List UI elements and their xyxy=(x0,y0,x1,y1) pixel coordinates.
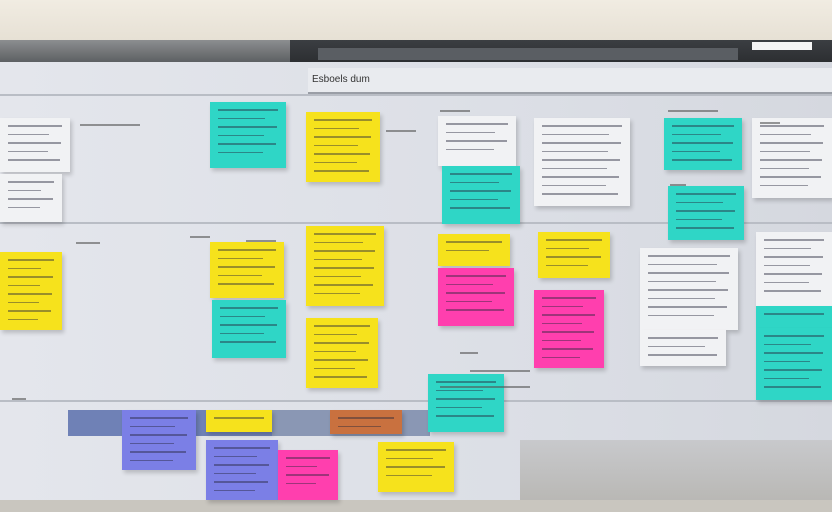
sticky-note-white[interactable] xyxy=(640,248,738,330)
floor xyxy=(0,500,832,512)
handwritten-label xyxy=(190,236,210,238)
handwritten-label xyxy=(460,352,478,354)
sticky-note-white[interactable] xyxy=(0,174,62,222)
handwritten-label xyxy=(668,110,718,112)
row-divider xyxy=(0,94,832,96)
handwritten-label xyxy=(670,184,686,186)
handwritten-label xyxy=(440,110,470,112)
handwritten-label xyxy=(246,240,276,242)
row-divider xyxy=(0,222,832,224)
toolbar-strip xyxy=(318,48,738,60)
sticky-note-white[interactable] xyxy=(438,116,516,166)
handwritten-label xyxy=(12,398,26,400)
handwritten-label xyxy=(386,130,416,132)
handwritten-label xyxy=(76,242,100,244)
sticky-note-cyan[interactable] xyxy=(664,118,742,170)
sticky-note-pink[interactable] xyxy=(438,268,514,326)
sticky-note-white[interactable] xyxy=(640,330,726,366)
row-divider xyxy=(0,400,832,402)
sticky-note-cyan[interactable] xyxy=(428,374,504,432)
wall-background xyxy=(0,0,832,42)
handwritten-label xyxy=(470,370,530,372)
toolbar-tag xyxy=(752,42,812,50)
board-header xyxy=(308,68,832,94)
sticky-note-cyan[interactable] xyxy=(756,328,832,400)
sticky-note-orange[interactable] xyxy=(330,410,402,434)
sticky-note-violet[interactable] xyxy=(206,440,278,500)
handwritten-label xyxy=(80,124,140,126)
sticky-note-yellow[interactable] xyxy=(306,112,380,182)
sticky-note-white[interactable] xyxy=(752,118,832,198)
sticky-note-yellow[interactable] xyxy=(0,252,62,330)
sticky-note-cyan[interactable] xyxy=(210,102,286,168)
handwritten-label xyxy=(440,386,530,388)
sticky-note-yellow[interactable] xyxy=(306,226,384,306)
sticky-note-yellow[interactable] xyxy=(378,442,454,492)
sticky-note-cyan[interactable] xyxy=(212,300,286,358)
sticky-note-yellow[interactable] xyxy=(306,318,378,388)
sticky-note-white[interactable] xyxy=(0,118,70,172)
sticky-note-white[interactable] xyxy=(756,232,832,306)
sticky-note-white[interactable] xyxy=(534,118,630,206)
board-title: Esboels dum xyxy=(312,74,370,85)
sticky-note-violet[interactable] xyxy=(122,410,196,470)
handwritten-label xyxy=(760,122,780,124)
top-toolbar xyxy=(290,40,832,64)
sticky-note-cyan[interactable] xyxy=(442,166,520,224)
sticky-note-pink[interactable] xyxy=(534,290,604,368)
sticky-note-yellow[interactable] xyxy=(210,242,284,298)
board-tray xyxy=(520,440,832,500)
sticky-note-cyan[interactable] xyxy=(756,306,832,328)
sticky-note-yellow[interactable] xyxy=(438,234,510,266)
sticky-note-cyan[interactable] xyxy=(668,186,744,240)
sticky-note-pink[interactable] xyxy=(278,450,338,500)
sticky-note-yellow[interactable] xyxy=(206,410,272,432)
sticky-note-yellow[interactable] xyxy=(538,232,610,278)
